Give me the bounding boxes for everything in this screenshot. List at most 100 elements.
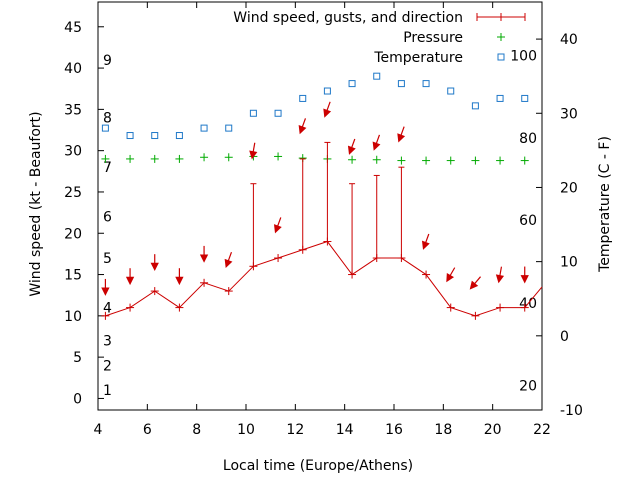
temperature-point — [348, 80, 356, 88]
legend-symbol-wind — [476, 13, 526, 21]
pressure-point — [496, 156, 505, 165]
wind-arrow — [520, 266, 529, 284]
beaufort-label: 2 — [103, 358, 112, 374]
temperature-point — [299, 94, 307, 102]
temperature-point — [225, 124, 233, 132]
beaufort-label: 8 — [103, 111, 112, 127]
wind-arrow — [298, 118, 307, 135]
wind-arrow — [150, 254, 159, 272]
temperature-point — [521, 94, 529, 102]
temperature-point — [101, 124, 109, 132]
fahrenheit-label: 20 — [519, 379, 537, 395]
wind-arrow — [446, 267, 456, 283]
y-right-tick-label: -10 — [560, 403, 583, 419]
y-right-tick-label: 30 — [560, 106, 578, 122]
temperature-point — [249, 109, 257, 117]
temperature-point — [471, 102, 479, 110]
x-tick-label: 12 — [286, 422, 304, 438]
pressure-point — [175, 154, 184, 163]
legend-label-temperature: Temperature — [373, 50, 463, 66]
wind-arrow — [397, 126, 406, 143]
x-tick-label: 18 — [434, 422, 452, 438]
pressure-point — [471, 156, 480, 165]
fahrenheit-label: 80 — [519, 131, 537, 147]
wind-speed-point — [200, 278, 209, 287]
wind-arrow-head — [101, 287, 110, 296]
wind-arrow-head — [446, 272, 455, 283]
pressure-point — [520, 156, 529, 165]
pressure-point — [397, 156, 406, 165]
wind-speed-point — [101, 311, 110, 320]
pressure-point — [372, 155, 381, 164]
wind-speed-point — [224, 287, 233, 296]
pressure-point — [274, 152, 283, 161]
temperature-point — [496, 94, 504, 102]
wind-arrow-head — [421, 240, 430, 250]
wind-arrow-head — [495, 274, 505, 284]
beaufort-label: 5 — [103, 251, 112, 267]
wind-speed-point — [520, 303, 529, 312]
wind-arrow-head — [224, 258, 233, 269]
plot-border — [97, 1, 543, 411]
y-right-tick-label: 10 — [560, 255, 578, 271]
wind-speed-line — [105, 240, 543, 317]
y-left-tick-label: 40 — [64, 61, 82, 77]
x-tick-label: 22 — [533, 422, 551, 438]
y-right-tick-label: 0 — [560, 329, 569, 345]
beaufort-label: 7 — [103, 160, 112, 176]
beaufort-labels: 1 2 3 4 5 6 7 8 9 — [103, 53, 112, 399]
wind-arrow — [125, 268, 135, 286]
wind-arrow-head — [249, 150, 258, 160]
wind-arrow — [495, 266, 505, 284]
legend-symbol-temperature — [497, 53, 505, 61]
wind-arrow-head — [298, 125, 307, 135]
temperature-point — [200, 124, 208, 132]
y-axis-left-label: Wind speed (kt - Beaufort) — [28, 111, 44, 296]
wind-arrow-head — [469, 280, 479, 290]
y-left-tick-label: 5 — [73, 350, 82, 366]
beaufort-label: 4 — [103, 301, 112, 317]
pressure-point — [101, 154, 110, 163]
y-left-tick-label: 30 — [64, 144, 82, 160]
y-right-tick-label: 40 — [560, 32, 578, 48]
fahrenheit-label: 100 — [510, 48, 537, 64]
temperature-point — [373, 72, 381, 80]
wind-arrow-head — [323, 108, 332, 118]
fahrenheit-label: 60 — [519, 213, 537, 229]
temperature-point — [126, 132, 134, 140]
pressure-point — [422, 156, 431, 165]
series — [101, 72, 543, 320]
wind-arrow — [249, 142, 258, 160]
pressure-point — [200, 153, 209, 162]
y-axis-left: 0 5 10 15 20 25 30 35 40 45 — [64, 20, 104, 407]
wind-arrow — [323, 101, 332, 118]
wind-arrow — [101, 278, 110, 296]
wind-arrow — [199, 245, 209, 263]
wind-arrow — [421, 233, 430, 250]
wind-speed-point — [422, 270, 431, 279]
x-tick-label: 6 — [143, 422, 152, 438]
legend-symbol-pressure — [497, 33, 505, 41]
pressure-point — [150, 154, 159, 163]
y-left-tick-label: 10 — [64, 309, 82, 325]
wind-speed-point — [175, 303, 184, 312]
beaufort-label: 9 — [103, 53, 112, 69]
beaufort-label: 1 — [103, 383, 112, 399]
x-tick-label: 20 — [484, 422, 502, 438]
temperature-point — [422, 80, 430, 88]
wind-arrow — [469, 276, 482, 290]
wind-arrow-head — [150, 262, 159, 272]
y-axis-right-label: Temperature (C - F) — [597, 136, 613, 273]
wind-speed-point — [496, 303, 505, 312]
wind-speed-point — [446, 303, 455, 312]
x-tick-label: 8 — [192, 422, 201, 438]
temperature-point — [397, 80, 405, 88]
legend-label-wind: Wind speed, gusts, and direction — [233, 10, 463, 26]
temperature-point — [151, 132, 159, 140]
pressure-point — [348, 155, 357, 164]
wind-arrow — [273, 217, 282, 234]
wind-direction-arrows — [101, 101, 529, 296]
wind-speed-point — [150, 287, 159, 296]
